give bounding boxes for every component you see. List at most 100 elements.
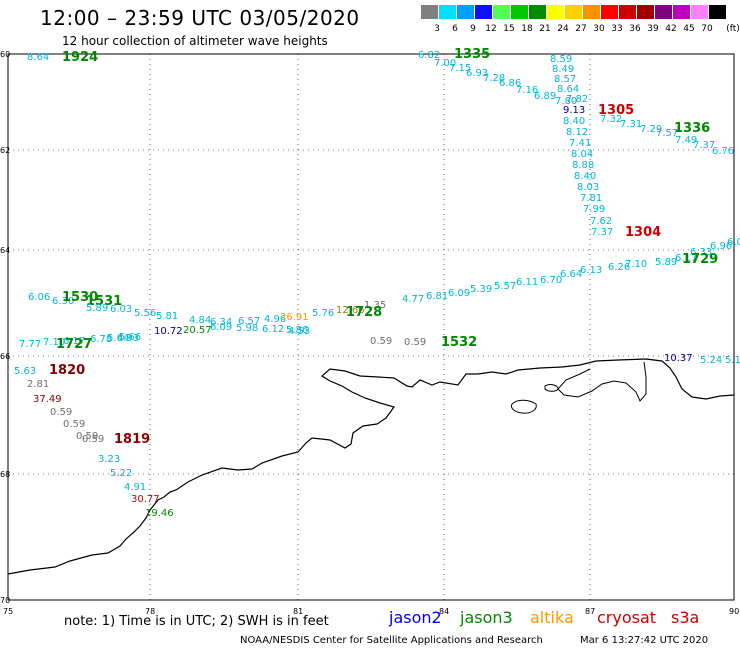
wave-height-label: 4.84 — [189, 315, 211, 326]
wave-height-label: 26.91 — [280, 312, 309, 323]
wave-height-label: 7.41 — [569, 138, 591, 149]
satellite-name-altika: altika — [530, 608, 574, 627]
wave-height-label: 5.66 — [119, 332, 141, 343]
wave-height-label: 10.37 — [664, 353, 693, 364]
legend-swatch — [691, 5, 708, 19]
time-label: 1819 — [114, 432, 150, 447]
legend-label: 33 — [611, 24, 623, 34]
wave-height-label: 6.13 — [580, 265, 602, 276]
latitude-label: 66 — [0, 352, 10, 361]
wave-height-label: 5.1 — [725, 355, 740, 366]
wave-height-label: 7.77 — [19, 339, 41, 350]
wave-height-label: 19.46 — [145, 508, 174, 519]
coastline — [7, 358, 735, 575]
legend-label: 30 — [593, 24, 605, 34]
time-label: 1728 — [346, 305, 382, 320]
wave-height-label: 5.76 — [312, 308, 334, 319]
time-label: 1727 — [56, 337, 92, 352]
wave-height-label: 7.10 — [43, 337, 65, 348]
footer-date: Mar 6 13:27:42 UTC 2020 — [580, 635, 709, 646]
wave-height-label: 5.39 — [470, 284, 492, 295]
legend-label: 9 — [470, 24, 476, 34]
wave-height-label: 0.59 — [50, 407, 72, 418]
legend-swatch — [547, 5, 564, 19]
wave-height-label: 6.64 — [560, 269, 582, 280]
wave-height-label: 6.33 — [690, 247, 712, 258]
satellite-name-s3a: s3a — [671, 608, 700, 627]
wave-height-label: 9.13 — [563, 105, 585, 116]
coastline-inlet — [557, 361, 647, 402]
wave-height-label: 8.88 — [572, 160, 594, 171]
wave-height-label: 8.12 — [566, 127, 588, 138]
wave-height-label: 6.34 — [210, 317, 232, 328]
wave-height-label: 5.98 — [236, 323, 258, 334]
wave-height-label: 6.93 — [466, 68, 488, 79]
time-label: 1530 — [62, 290, 98, 305]
longitude-label: 90 — [729, 607, 739, 616]
wave-height-label: 5.89 — [655, 257, 677, 268]
latitude-label: 70 — [0, 596, 10, 605]
legend-label: 70 — [701, 24, 713, 34]
wave-height-label: 3.23 — [98, 454, 120, 465]
wave-height-label: 5.64 — [107, 333, 129, 344]
legend-swatch — [421, 5, 438, 19]
wave-height-label: 8.49 — [552, 64, 574, 75]
observation-labels: 8.64 1924 6.82 13357.007.156.937.286.867.16… — [14, 47, 740, 519]
page-subtitle: 12 hour collection of altimeter wave hei… — [62, 34, 328, 48]
wave-height-label: 7.31 — [620, 119, 642, 130]
wave-height-label: 0.59 — [404, 337, 426, 348]
longitude-label: 78 — [145, 607, 155, 616]
wave-height-label: 6.09 — [210, 322, 232, 333]
wave-height-label: 6.11 — [516, 277, 538, 288]
time-label: 1335 — [454, 47, 490, 62]
wave-height-label: 7.82 — [566, 94, 588, 105]
legend-swatch — [619, 5, 636, 19]
wave-height-label: 7.57 — [656, 128, 678, 139]
time-label: 1304 — [625, 225, 661, 240]
wave-height-label: 6.17 — [63, 336, 85, 347]
wave-height-label: 6.96 — [710, 241, 732, 252]
wave-height-label: 0.59 — [370, 336, 392, 347]
wave-height-label: 0.59 — [63, 419, 85, 430]
wave-height-label: 4.53 — [288, 326, 310, 337]
wave-height-label: 0.59 — [76, 431, 98, 442]
wave-height-label: 6.09 — [448, 288, 470, 299]
wave-height-label: 5.86 — [286, 325, 308, 336]
wave-height-label: 6.12 — [262, 324, 284, 335]
wave-height-label: 7.49 — [675, 135, 697, 146]
legend-swatch — [655, 5, 672, 19]
latitude-label: 62 — [0, 146, 10, 155]
wave-height-label: 6.86 — [499, 78, 521, 89]
time-label: 1532 — [441, 335, 477, 350]
wave-height-label: 7.10 — [625, 259, 647, 270]
longitude-label: 81 — [293, 607, 303, 616]
wave-height-label: 5.24 — [700, 355, 722, 366]
wave-height-label: 6.30 — [52, 296, 74, 307]
time-label: 1305 — [598, 103, 634, 118]
wave-height-label: 7.32 — [600, 114, 622, 125]
wave-height-label: 8.57 — [554, 74, 576, 85]
legend-label: 6 — [452, 24, 458, 34]
latitude-label: 64 — [0, 246, 10, 255]
legend-label: 27 — [575, 24, 587, 34]
wave-height-label: 7.37 — [591, 227, 613, 238]
wave-height-label: 6.89 — [534, 91, 556, 102]
time-label: 1820 — [49, 363, 85, 378]
time-label: 1336 — [674, 121, 710, 136]
wave-height-label: 6.26 — [608, 262, 630, 273]
wave-height-label: 4.93 — [117, 333, 139, 344]
coastline-island — [511, 399, 537, 414]
wave-height-label: 6.82 — [418, 50, 440, 61]
wave-height-label: 8.04 — [571, 149, 593, 160]
wave-height-label: 8.59 — [550, 54, 572, 65]
wave-height-label: 12.66 — [336, 305, 365, 316]
legend-label: 15 — [503, 24, 515, 34]
wave-height-label: 6.57 — [238, 316, 260, 327]
page-title: 12:00 – 23:59 UTC 03/05/2020 — [40, 6, 360, 30]
wave-height-label: 7.80 — [555, 96, 577, 107]
wave-height-label: 6.70 — [540, 275, 562, 286]
longitude-label: 87 — [585, 607, 595, 616]
footer-note: note: 1) Time is in UTC; 2) SWH is in fe… — [64, 614, 329, 629]
wave-height-label: 5.89 — [86, 303, 108, 314]
